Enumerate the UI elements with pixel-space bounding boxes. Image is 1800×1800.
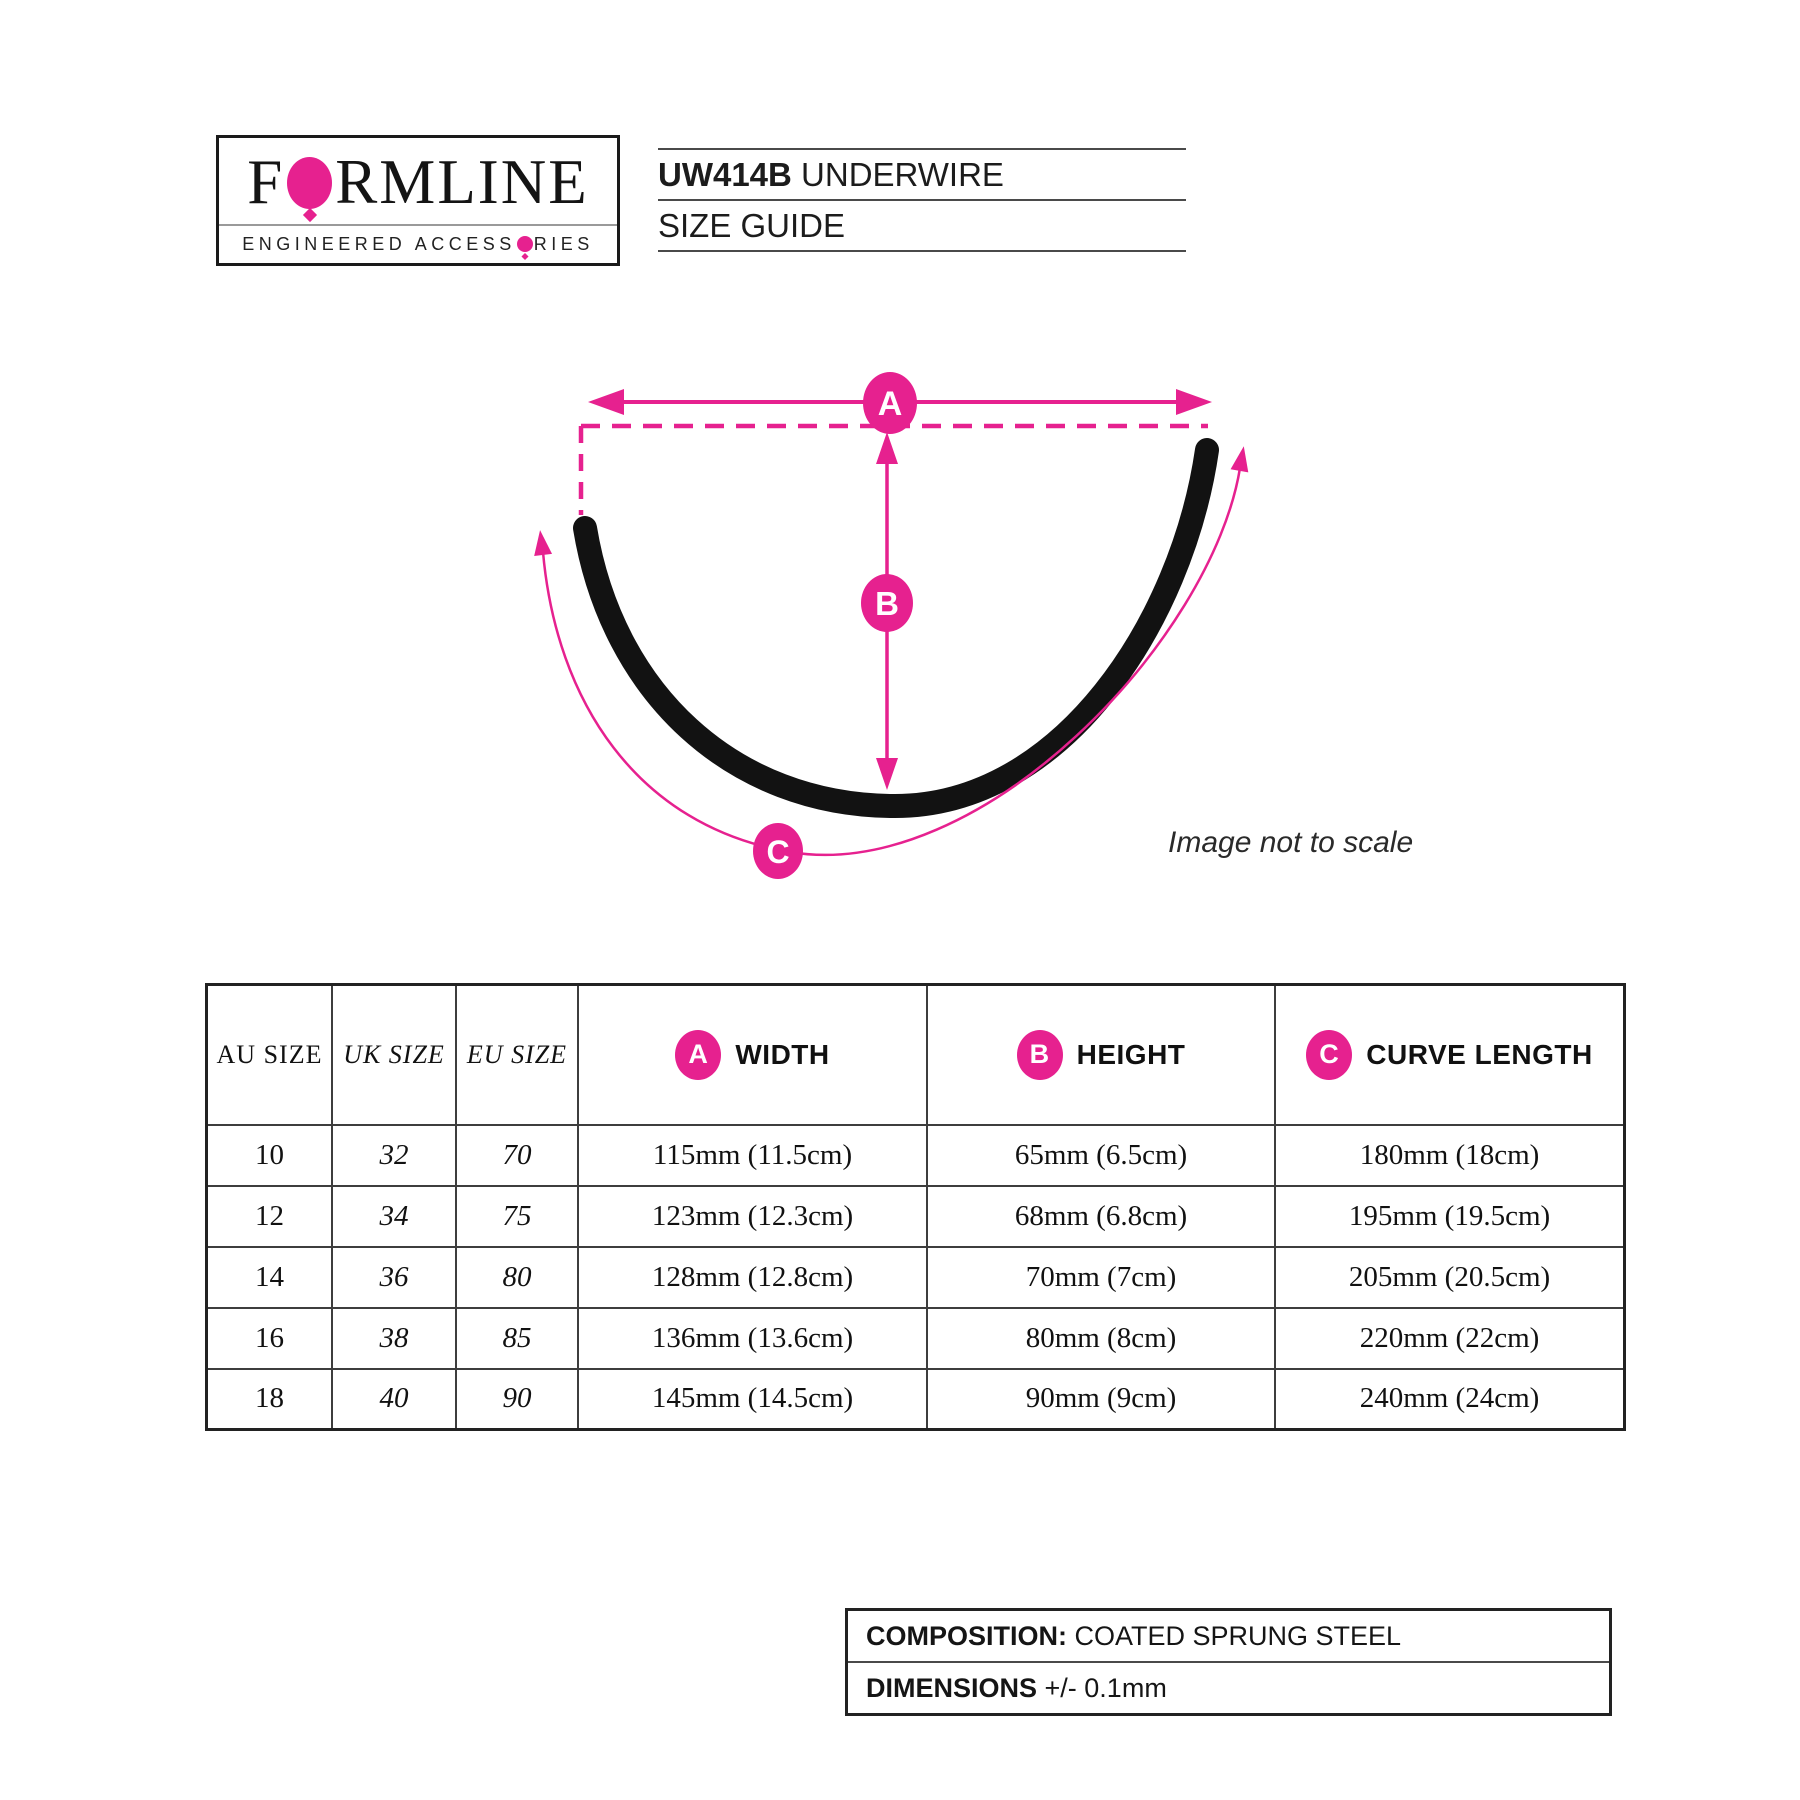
title-block: UW414B UNDERWIRE SIZE GUIDE: [658, 148, 1186, 252]
tagline-post: RIES: [533, 234, 594, 254]
width-badge-small: A: [675, 1029, 722, 1080]
cell-uk: 38: [331, 1306, 457, 1370]
curve-length-badge: C: [753, 823, 803, 879]
cell-uk: 36: [331, 1245, 457, 1309]
dimensions-label: DIMENSIONS: [866, 1673, 1038, 1703]
table-row: 10 32 70 115mm (11.5cm) 65mm (6.5cm) 180…: [205, 1123, 1626, 1187]
brand-name: F RMLINE: [219, 144, 617, 220]
cell-width: 128mm (12.8cm): [577, 1245, 928, 1309]
cell-width: 123mm (12.3cm): [577, 1184, 928, 1248]
cell-eu: 85: [455, 1306, 579, 1370]
cell-width: 136mm (13.6cm): [577, 1306, 928, 1370]
cell-au: 18: [205, 1367, 333, 1431]
logo-divider: [219, 224, 617, 226]
cell-height: 65mm (6.5cm): [926, 1123, 1276, 1187]
cell-curve: 240mm (24cm): [1274, 1367, 1626, 1431]
brand-name-post: RMLINE: [335, 147, 589, 217]
underwire-diagram: A B C: [534, 372, 1249, 879]
header-width-label: WIDTH: [735, 1038, 830, 1070]
cell-eu: 70: [455, 1123, 579, 1187]
header-au-size: AU SIZE: [205, 983, 333, 1126]
cell-au: 16: [205, 1306, 333, 1370]
product-code: UW414B: [658, 156, 792, 193]
cell-uk: 34: [331, 1184, 457, 1248]
composition-value: COATED SPRUNG STEEL: [1067, 1621, 1402, 1651]
height-badge: B: [861, 574, 913, 632]
cell-curve: 180mm (18cm): [1274, 1123, 1626, 1187]
svg-text:C: C: [766, 834, 789, 870]
table-row: 18 40 90 145mm (14.5cm) 90mm (9cm) 240mm…: [205, 1367, 1626, 1431]
table-row: 16 38 85 136mm (13.6cm) 80mm (8cm) 220mm…: [205, 1306, 1626, 1370]
svg-text:B: B: [875, 585, 899, 622]
header-eu-size: EU SIZE: [455, 983, 579, 1126]
cell-uk: 32: [331, 1123, 457, 1187]
dimensions-value: +/- 0.1mm: [1037, 1673, 1167, 1703]
page-title: SIZE GUIDE: [658, 207, 846, 244]
brand-tagline: ENGINEERED ACCESS RIES: [219, 234, 617, 255]
product-title: UW414B UNDERWIRE: [658, 150, 1186, 199]
cell-height: 80mm (8cm): [926, 1306, 1276, 1370]
composition-label: COMPOSITION:: [866, 1621, 1067, 1651]
dimensions-row: DIMENSIONS +/- 0.1mm: [848, 1661, 1609, 1713]
size-table: AU SIZE UK SIZE EU SIZE A WIDTH B HEIGHT C…: [205, 983, 1626, 1431]
underwire-curve: [573, 438, 1219, 819]
tagline-pre: ENGINEERED ACCESS: [242, 234, 516, 254]
header-curve-length: C CURVE LENGTH: [1274, 983, 1626, 1126]
table-header-row: AU SIZE UK SIZE EU SIZE A WIDTH B HEIGHT C…: [205, 983, 1626, 1126]
title-rule-top: [658, 148, 1186, 150]
cell-height: 90mm (9cm): [926, 1367, 1276, 1431]
cell-width: 145mm (14.5cm): [577, 1367, 928, 1431]
cell-au: 14: [205, 1245, 333, 1309]
cell-au: 12: [205, 1184, 333, 1248]
brand-logo: F RMLINE ENGINEERED ACCESS RIES: [216, 135, 620, 266]
cell-height: 68mm (6.8cm): [926, 1184, 1276, 1248]
cell-au: 10: [205, 1123, 333, 1187]
height-badge-small: B: [1016, 1029, 1063, 1080]
header-height-label: HEIGHT: [1076, 1038, 1186, 1070]
table-row: 12 34 75 123mm (12.3cm) 68mm (6.8cm) 195…: [205, 1184, 1626, 1248]
header-curve-label: CURVE LENGTH: [1366, 1038, 1593, 1070]
curve-badge-small: C: [1306, 1029, 1353, 1080]
cell-curve: 220mm (22cm): [1274, 1306, 1626, 1370]
cell-height: 70mm (7cm): [926, 1245, 1276, 1309]
scale-note: Image not to scale: [1168, 826, 1414, 859]
brand-name-pre: F: [247, 147, 285, 217]
cell-eu: 90: [455, 1367, 579, 1431]
cell-curve: 205mm (20.5cm): [1274, 1245, 1626, 1309]
dot-o-icon: [516, 236, 533, 252]
title-rule-bottom: [658, 250, 1186, 252]
header-height: B HEIGHT: [926, 983, 1276, 1126]
dashed-guides: [578, 423, 1208, 515]
header-width: A WIDTH: [577, 983, 928, 1126]
title-rule-middle: [658, 199, 1186, 201]
cell-width: 115mm (11.5cm): [577, 1123, 928, 1187]
header-uk-size: UK SIZE: [331, 983, 457, 1126]
table-row: 14 36 80 128mm (12.8cm) 70mm (7cm) 205mm…: [205, 1245, 1626, 1309]
info-box: COMPOSITION: COATED SPRUNG STEEL DIMENSI…: [845, 1608, 1612, 1716]
composition-row: COMPOSITION: COATED SPRUNG STEEL: [848, 1611, 1609, 1661]
balloon-o-icon: [287, 157, 333, 209]
cell-uk: 40: [331, 1367, 457, 1431]
cell-eu: 75: [455, 1184, 579, 1248]
width-badge: A: [863, 372, 917, 434]
cell-eu: 80: [455, 1245, 579, 1309]
cell-curve: 195mm (19.5cm): [1274, 1184, 1626, 1248]
curve-length-arc: [534, 446, 1249, 856]
svg-text:A: A: [878, 385, 903, 423]
product-type: UNDERWIRE: [791, 156, 1004, 193]
